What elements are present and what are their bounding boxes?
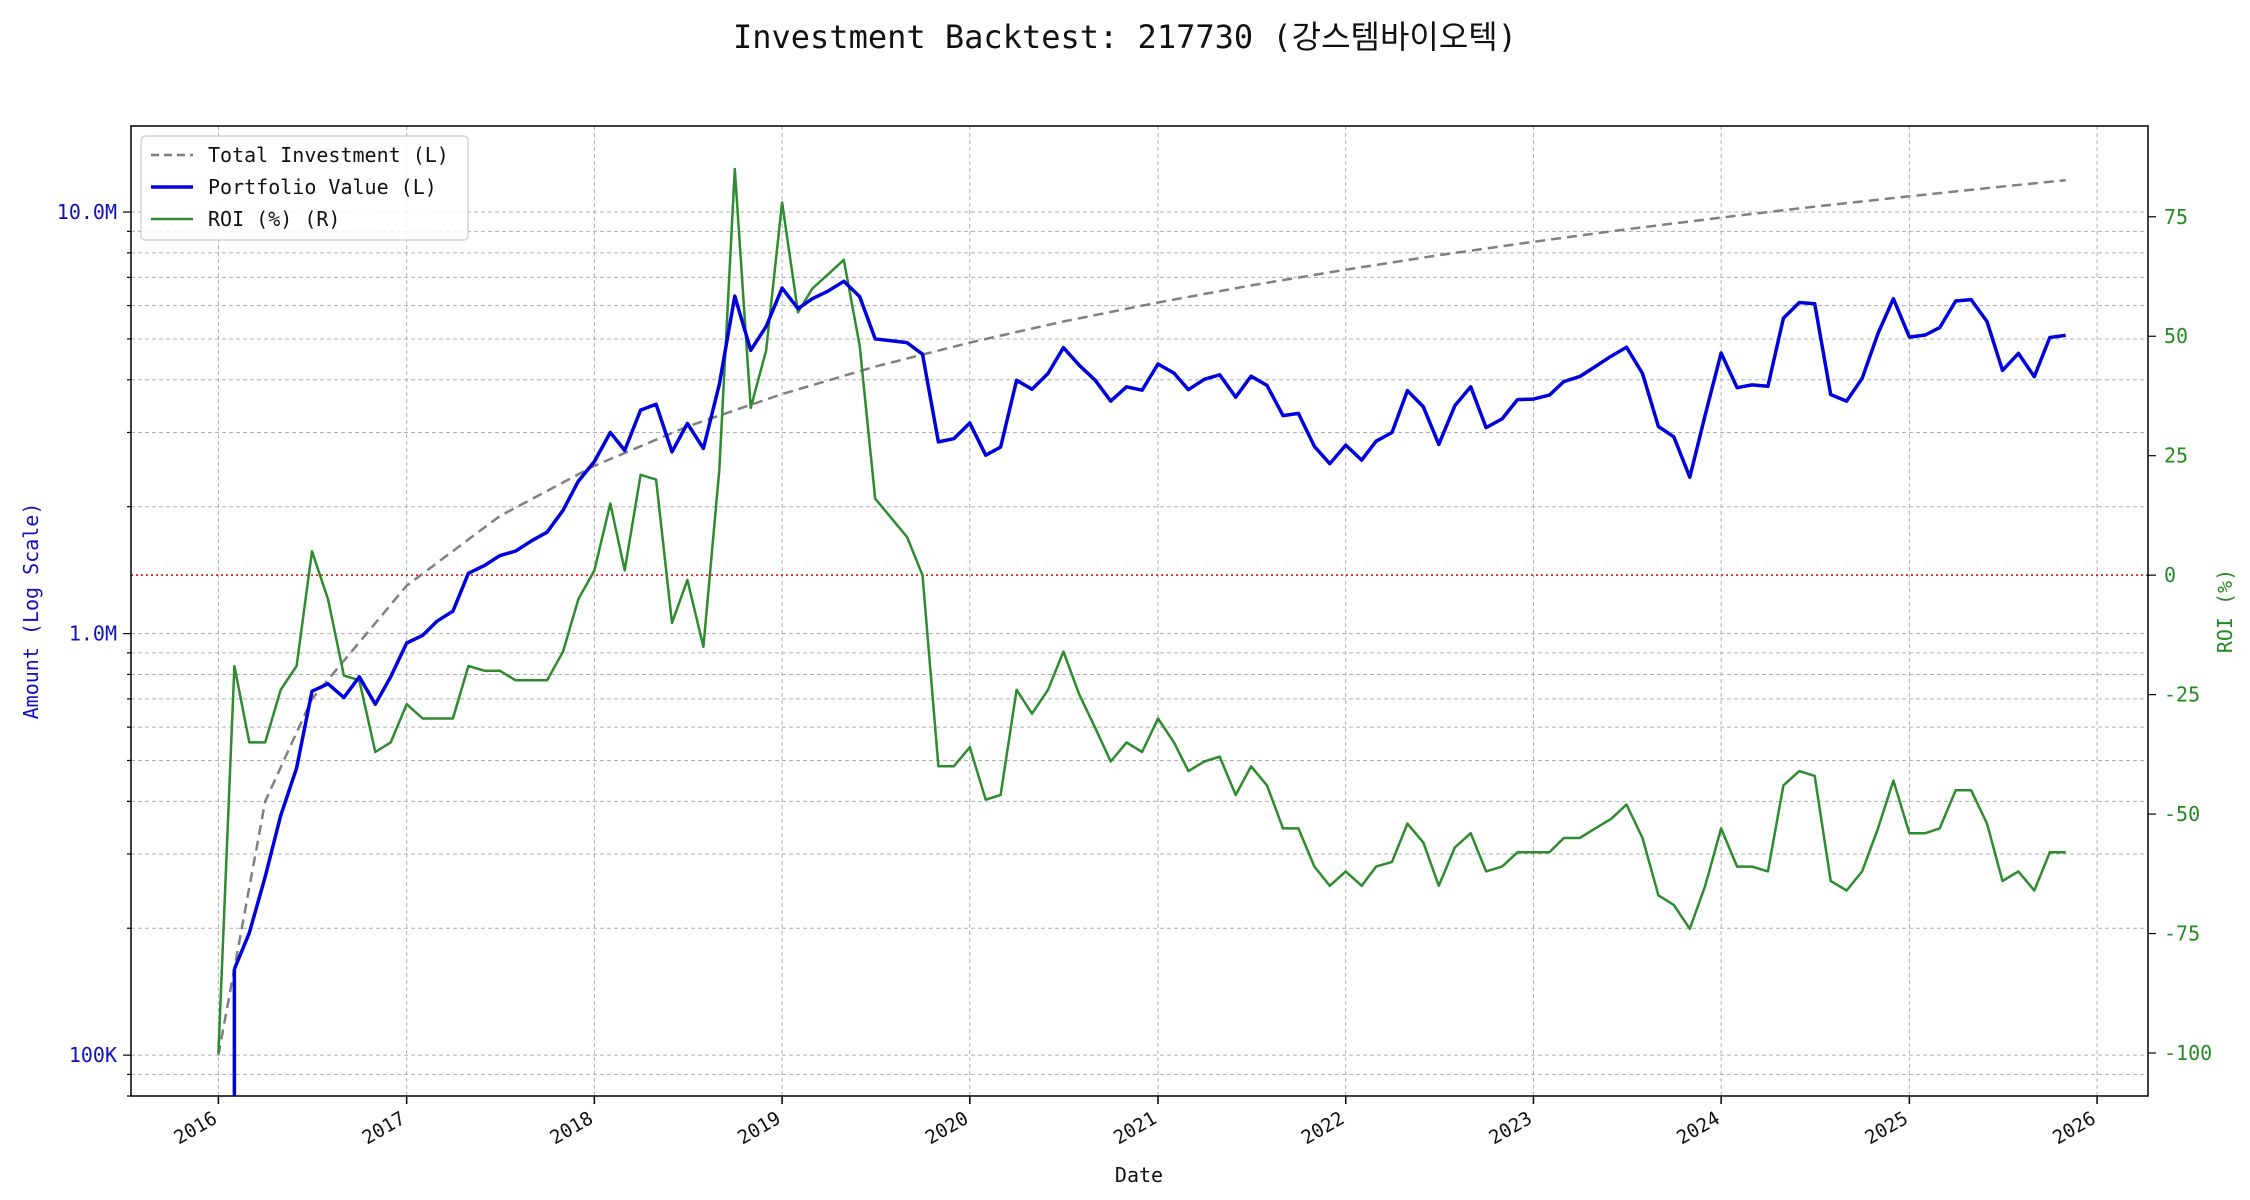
y-axis-left-label: Amount (Log Scale): [19, 503, 43, 720]
x-tick-label: 2020: [922, 1107, 973, 1149]
total-investment-line: [217, 178, 2066, 1056]
portfolio-value-line: [232, 279, 2066, 970]
x-tick-label: 2024: [1673, 1107, 1724, 1149]
y-right-tick-label: 25: [2164, 444, 2188, 468]
plot-frame: [130, 125, 2149, 1097]
y-right-tick-label: -50: [2164, 802, 2200, 826]
x-axis-label: Date: [1115, 1163, 1163, 1187]
roi-line: [217, 167, 2066, 1054]
legend-box: [140, 135, 469, 241]
x-tick-label: 2022: [1298, 1107, 1349, 1149]
x-tick-label: 2018: [546, 1107, 597, 1149]
series-layer: [217, 167, 2066, 1096]
y-right-tick-label: 0: [2164, 563, 2176, 587]
legend-label: ROI (%) (R): [208, 207, 340, 231]
y-left-tick-label: 100K: [69, 1043, 117, 1067]
x-tick-label: 2023: [1485, 1107, 1536, 1149]
y-left-tick-label: 10.0M: [57, 200, 117, 224]
y-right-tick-label: 50: [2164, 324, 2188, 348]
y-right-tick-label: 75: [2164, 205, 2188, 229]
y-axis-left: 100K 1.0M 10.0M: [57, 200, 131, 1097]
x-tick-label: 2017: [359, 1107, 410, 1149]
x-axis: 2016 2017 2018 2019 2020 2021 2022 2023 2024 2025…: [170, 1096, 2100, 1149]
x-tick-label: 2026: [2049, 1107, 2100, 1149]
y-right-tick-label: -100: [2164, 1041, 2212, 1065]
legend-label: Total Investment (L): [208, 143, 449, 167]
y-right-tick-label: -75: [2164, 922, 2200, 946]
y-axis-right: -100 -75 -50 -25 0 25 50 75: [2148, 205, 2212, 1065]
grid: [131, 126, 2148, 1097]
y-axis-right-label: ROI (%): [2213, 569, 2237, 653]
legend-label: Portfolio Value (L): [208, 175, 437, 199]
chart-title: Investment Backtest: 217730 (강스템바이오텍): [733, 18, 1517, 56]
x-tick-label: 2021: [1110, 1107, 1161, 1149]
x-tick-label: 2019: [734, 1107, 785, 1149]
legend: Total Investment (L) Portfolio Value (L) R…: [140, 135, 469, 241]
y-right-tick-label: -25: [2164, 683, 2200, 707]
x-tick-label: 2016: [170, 1107, 221, 1149]
x-tick-label: 2025: [1861, 1107, 1912, 1149]
y-left-tick-label: 1.0M: [69, 622, 117, 646]
